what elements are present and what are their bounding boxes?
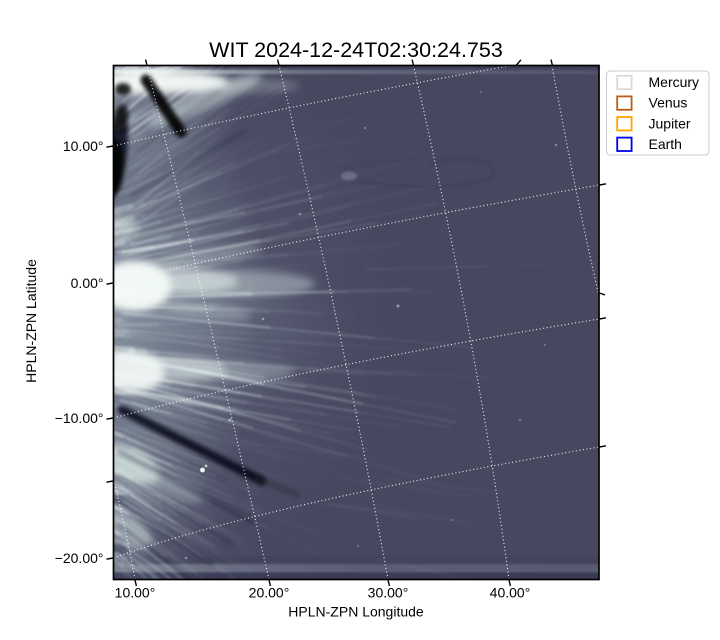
svg-text:−10.00°: −10.00° xyxy=(55,410,104,426)
svg-text:HPLN-ZPN Longitude: HPLN-ZPN Longitude xyxy=(288,604,424,620)
svg-text:20.00°: 20.00° xyxy=(249,585,290,601)
svg-text:WIT 2024-12-24T02:30:24.753: WIT 2024-12-24T02:30:24.753 xyxy=(209,38,503,62)
svg-text:Earth: Earth xyxy=(649,136,682,152)
svg-text:Jupiter: Jupiter xyxy=(649,115,691,131)
svg-text:30.00°: 30.00° xyxy=(368,585,409,601)
svg-text:HPLN-ZPN Latitude: HPLN-ZPN Latitude xyxy=(23,259,39,383)
svg-text:Venus: Venus xyxy=(649,95,688,111)
svg-text:Mercury: Mercury xyxy=(649,74,700,90)
svg-text:10.00°: 10.00° xyxy=(115,585,156,601)
svg-text:0.00°: 0.00° xyxy=(71,275,104,291)
svg-text:−20.00°: −20.00° xyxy=(55,550,104,566)
svg-text:10.00°: 10.00° xyxy=(63,138,104,154)
svg-text:40.00°: 40.00° xyxy=(490,585,531,601)
